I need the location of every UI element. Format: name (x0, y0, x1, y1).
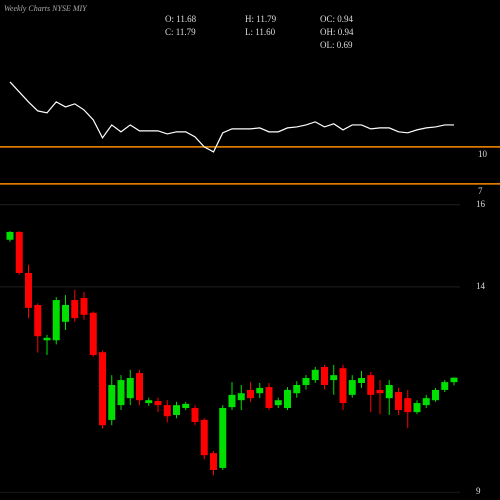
candle-body (302, 378, 310, 386)
summary-text: OL: 0.69 (320, 40, 353, 50)
candle-body (376, 389, 384, 394)
candle-body (34, 304, 42, 337)
candle-body (247, 389, 254, 399)
candle-body (432, 389, 439, 401)
candle-body (265, 387, 273, 408)
candle-body (52, 300, 60, 341)
candle-body (25, 272, 32, 308)
candle-body (173, 405, 180, 415)
candle-body (145, 400, 153, 404)
candle-body (219, 407, 227, 468)
indicator-line (9, 81, 454, 153)
candle-body (228, 394, 236, 408)
candle-body (89, 312, 97, 356)
candle-body (367, 375, 375, 395)
candle-body (71, 300, 79, 319)
candle-body (284, 389, 291, 408)
candle-body (136, 373, 143, 401)
summary-text: H: 11.79 (245, 14, 277, 24)
candle-body (117, 380, 125, 406)
candle-body (413, 403, 421, 413)
y-tick-label: 9 (476, 486, 481, 496)
candle-body (191, 407, 199, 422)
candle-body (126, 378, 134, 399)
candle-body (200, 419, 208, 456)
candle-body (404, 398, 412, 413)
candle-body (358, 378, 365, 383)
candle-body (293, 385, 301, 394)
candle-body (330, 375, 338, 381)
y-tick-label: 7 (478, 186, 483, 196)
candle-body (441, 382, 449, 390)
summary-text: L: 11.60 (245, 27, 276, 37)
candle-body (385, 385, 393, 399)
candle-body (237, 393, 245, 401)
candle-body (450, 377, 458, 383)
candle-body (422, 398, 430, 406)
candle-body (274, 400, 282, 406)
candle-body (256, 387, 264, 394)
candle-body (182, 403, 190, 408)
candle-body (210, 453, 217, 470)
candle-body (6, 231, 14, 240)
candle-body (348, 380, 356, 395)
candle-body (154, 401, 162, 406)
candle-body (311, 369, 319, 381)
candle-body (163, 405, 171, 417)
y-tick-label: 16 (476, 199, 486, 209)
candle-body (321, 366, 328, 386)
candle-body (62, 304, 69, 322)
y-tick-label: 10 (478, 149, 488, 159)
summary-text: C: 11.79 (165, 27, 196, 37)
summary-text: OH: 0.94 (320, 27, 354, 37)
candle-body (43, 337, 51, 341)
candle-body (108, 385, 116, 420)
summary-text: OC: 0.94 (320, 14, 354, 24)
candle-body (339, 368, 347, 404)
candle-body (395, 391, 402, 411)
candle-body (80, 298, 88, 315)
summary-text: O: 11.68 (165, 14, 197, 24)
chart-title: Weekly Charts NYSE MIY (4, 4, 88, 13)
candle-body (15, 231, 23, 273)
y-tick-label: 14 (476, 281, 486, 291)
candle-body (99, 352, 106, 426)
